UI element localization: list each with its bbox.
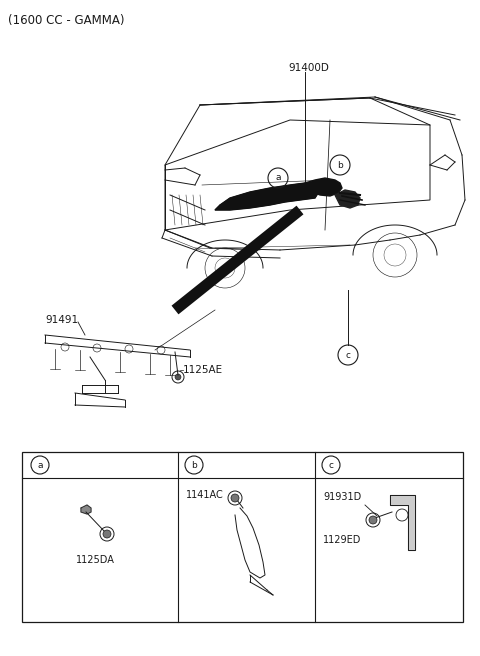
Polygon shape	[215, 183, 320, 210]
Text: 91400D: 91400D	[288, 63, 329, 73]
Polygon shape	[81, 505, 91, 514]
Text: 91931D: 91931D	[323, 492, 361, 502]
Text: 1141AC: 1141AC	[186, 490, 224, 500]
Text: b: b	[337, 161, 343, 169]
Text: a: a	[37, 461, 43, 470]
Circle shape	[369, 516, 377, 524]
Polygon shape	[390, 495, 415, 550]
Circle shape	[175, 374, 181, 380]
Text: 1125DA: 1125DA	[75, 555, 114, 565]
Polygon shape	[335, 190, 360, 208]
Bar	[22, 452, 463, 622]
Text: (1600 CC - GAMMA): (1600 CC - GAMMA)	[8, 14, 124, 27]
Circle shape	[103, 530, 111, 538]
Circle shape	[231, 494, 239, 502]
Text: 1129ED: 1129ED	[323, 535, 361, 545]
Polygon shape	[305, 178, 342, 196]
Circle shape	[396, 509, 408, 521]
Text: a: a	[275, 173, 281, 182]
Text: 91491: 91491	[45, 315, 78, 325]
Text: c: c	[328, 461, 334, 470]
Text: b: b	[191, 461, 197, 470]
Text: c: c	[346, 350, 350, 359]
Text: 1125AE: 1125AE	[183, 365, 223, 375]
